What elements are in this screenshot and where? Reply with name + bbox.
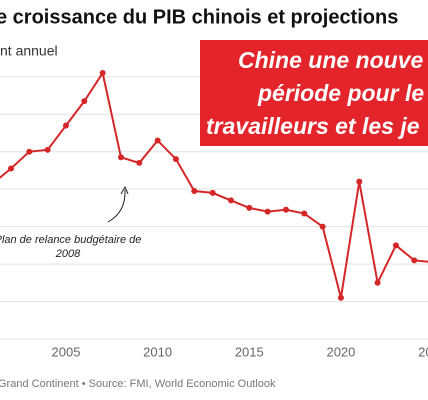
banner-line: période pour le — [257, 80, 424, 106]
subtitle: nt annuel — [0, 43, 58, 59]
banner-line: travailleurs et les je — [206, 113, 420, 139]
point — [117, 154, 124, 161]
grid — [0, 76, 428, 340]
point — [264, 208, 271, 215]
point — [337, 294, 344, 301]
point — [172, 156, 179, 163]
x-tick-label: 2010 — [143, 344, 172, 359]
plot — [0, 70, 428, 301]
point — [191, 188, 198, 195]
x-tick-label: 2015 — [235, 344, 264, 359]
point — [392, 242, 399, 249]
point — [99, 70, 106, 77]
x-tick-label: 2005 — [52, 344, 81, 359]
x-tick-label: 2020 — [326, 344, 355, 359]
source: Grand Continent • Source: FMI, World Eco… — [0, 378, 276, 390]
annotation-arrow — [107, 189, 126, 223]
point — [209, 189, 216, 196]
point — [411, 257, 418, 264]
point — [81, 98, 88, 105]
point — [227, 197, 234, 204]
point — [282, 206, 289, 213]
chart-title: e croissance du PIB chinois et projectio… — [0, 6, 398, 28]
point — [301, 210, 308, 217]
banner-line: Chine une nouve — [238, 47, 424, 73]
point — [356, 178, 363, 185]
point — [246, 204, 253, 211]
point — [7, 165, 14, 172]
point — [62, 122, 69, 129]
point — [319, 223, 326, 230]
banner — [200, 40, 428, 146]
point — [136, 159, 143, 166]
point — [374, 279, 381, 286]
annotation-arrowhead — [120, 185, 129, 195]
annotation: 2008 — [55, 248, 81, 260]
point — [26, 148, 33, 155]
x-tick-label: 2025 — [418, 344, 428, 359]
point — [154, 137, 161, 144]
point — [44, 146, 51, 153]
annotation: Plan de relance budgétaire de — [0, 234, 141, 246]
